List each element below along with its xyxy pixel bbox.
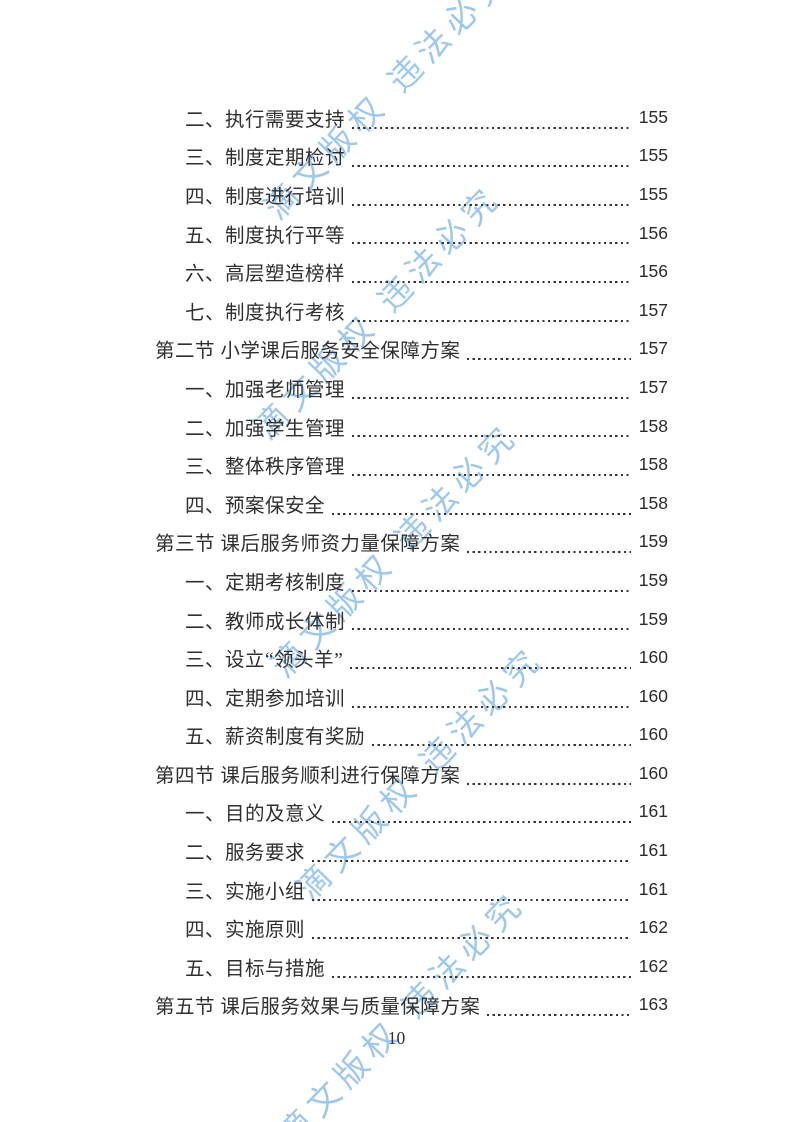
toc-entry-page: 160 [638,647,668,668]
toc-entry[interactable]: 三、制度定期检讨 155 [155,137,668,176]
page-number: 10 [387,1028,406,1048]
toc-entry[interactable]: 四、定期参加培训 160 [155,677,668,716]
toc-entry[interactable]: 三、设立“领头羊” 160 [155,638,668,677]
toc-dot-leader [350,649,631,670]
toc-entry-label: 四、制度进行培训 [185,186,346,208]
toc-dot-leader [352,263,631,284]
toc-dot-leader [352,302,631,323]
toc-dot-leader [352,109,631,130]
toc-entry-label: 四、实施原则 [185,920,306,942]
toc-dot-leader [372,727,631,747]
toc-entry-label: 一、加强老师管理 [185,379,346,401]
toc-entry-page: 158 [638,454,668,475]
toc-entry[interactable]: 一、加强老师管理 157 [155,368,668,407]
toc-entry[interactable]: 四、制度进行培训 155 [155,175,668,214]
toc-entry-page: 160 [638,724,668,745]
toc-entry-page: 156 [638,222,668,243]
toc-entry-page: 158 [638,415,668,436]
toc-entry-label: 七、制度执行考核 [185,302,346,324]
toc-entry[interactable]: 五、制度执行平等 156 [155,214,668,253]
toc-entry-label: 二、教师成长体制 [185,611,346,633]
toc-entry-page: 155 [638,145,668,166]
toc-dot-leader [487,997,631,1017]
toc-entry-label: 四、预案保安全 [185,495,326,517]
toc-entry[interactable]: 五、薪资制度有奖励 160 [155,716,668,755]
toc-entry-label: 第二节 小学课后服务安全保障方案 [155,341,461,363]
toc-entry-page: 156 [638,261,668,282]
toc-dot-leader [467,534,631,554]
toc-entry[interactable]: 三、整体秩序管理 158 [155,445,668,484]
toc-entry-label: 三、制度定期检讨 [185,148,346,170]
toc-entry-page: 159 [638,608,668,629]
toc-entry-label: 三、设立“领头羊” [185,650,344,672]
toc-entry[interactable]: 一、定期考核制度 159 [155,561,668,600]
toc-entry-page: 159 [638,569,668,590]
toc-entry[interactable]: 第二节 小学课后服务安全保障方案 157 [155,330,668,369]
toc-entry[interactable]: 五、目标与措施 162 [155,947,668,986]
toc-dot-leader [352,225,631,245]
toc-entry-label: 五、制度执行平等 [185,225,346,247]
toc-entry-label: 一、定期考核制度 [185,572,346,594]
toc-entry[interactable]: 一、目的及意义 161 [155,793,668,832]
toc-entry[interactable]: 七、制度执行考核 157 [155,291,668,330]
toc-entry[interactable]: 第五节 课后服务效果与质量保障方案 163 [155,986,668,1025]
toc: 二、执行需要支持 155 三、制度定期检讨 155 四、制度进行培训 155 五、制度执行平… [155,98,668,1024]
toc-entry[interactable]: 二、加强学生管理 158 [155,407,668,446]
toc-dot-leader [352,572,631,593]
toc-entry-page: 160 [638,762,668,783]
toc-entry-page: 163 [638,994,668,1015]
toc-entry[interactable]: 三、实施小组 161 [155,870,668,909]
toc-dot-leader [352,379,631,400]
toc-entry[interactable]: 二、执行需要支持 155 [155,98,668,137]
toc-dot-leader [352,688,631,708]
toc-entry-label: 二、服务要求 [185,843,306,865]
toc-entry-label: 三、整体秩序管理 [185,457,346,479]
toc-entry-label: 四、定期参加培训 [185,688,346,710]
toc-entry-page: 161 [638,840,668,861]
toc-entry-label: 二、执行需要支持 [185,109,346,131]
toc-entry-label: 第五节 课后服务效果与质量保障方案 [155,997,481,1019]
toc-entry-label: 一、目的及意义 [185,804,326,826]
toc-dot-leader [352,611,631,631]
toc-dot-leader [352,418,631,438]
toc-entry[interactable]: 二、教师成长体制 159 [155,600,668,639]
toc-entry-label: 六、高层塑造榜样 [185,264,346,286]
toc-entry-label: 五、薪资制度有奖励 [185,727,366,749]
toc-dot-leader [467,341,631,361]
toc-dot-leader [332,495,631,515]
toc-dot-leader [352,456,631,477]
toc-dot-leader [467,765,631,786]
toc-entry-page: 155 [638,106,668,127]
toc-entry-page: 162 [638,917,668,938]
toc-entry-label: 第四节 课后服务顺利进行保障方案 [155,765,461,787]
toc-entry-page: 160 [638,685,668,706]
toc-entry-label: 五、目标与措施 [185,958,326,980]
toc-dot-leader [312,881,631,901]
toc-entry-page: 157 [638,299,668,320]
toc-entry[interactable]: 四、预案保安全 158 [155,484,668,523]
toc-entry-page: 162 [638,955,668,976]
toc-dot-leader [332,804,631,824]
toc-entry-page: 159 [638,531,668,552]
toc-dot-leader [332,958,631,979]
toc-entry[interactable]: 二、服务要求 161 [155,831,668,870]
toc-entry-label: 三、实施小组 [185,881,306,903]
toc-entry-label: 二、加强学生管理 [185,418,346,440]
toc-entry-page: 155 [638,183,668,204]
toc-dot-leader [352,186,631,207]
toc-entry[interactable]: 四、实施原则 162 [155,908,668,947]
toc-entry[interactable]: 六、高层塑造榜样 156 [155,252,668,291]
toc-entry-label: 第三节 课后服务师资力量保障方案 [155,534,461,556]
toc-dot-leader [312,920,631,940]
toc-dot-leader [352,148,631,168]
toc-entry[interactable]: 第三节 课后服务师资力量保障方案 159 [155,523,668,562]
toc-entry-page: 158 [638,492,668,513]
toc-entry-page: 157 [638,338,668,359]
toc-entry-page: 161 [638,801,668,822]
toc-entry-page: 161 [638,878,668,899]
toc-entry-page: 157 [638,376,668,397]
toc-entry[interactable]: 第四节 课后服务顺利进行保障方案 160 [155,754,668,793]
toc-dot-leader [312,842,631,863]
